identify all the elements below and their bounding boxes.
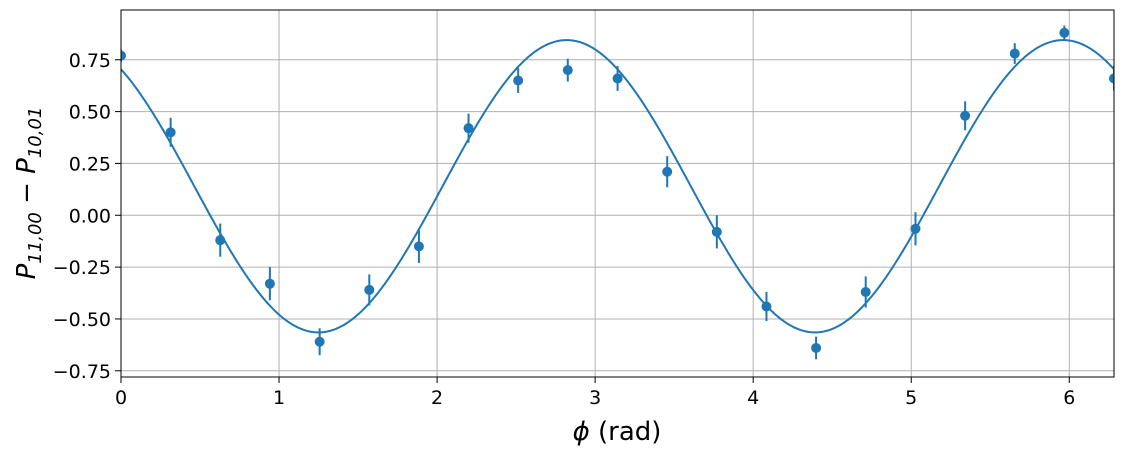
x-axis-label-unit: (rad)	[590, 417, 662, 447]
x-tick-label: 5	[905, 387, 917, 409]
x-tick-label: 3	[589, 387, 601, 409]
data-marker	[463, 123, 474, 134]
data-point	[1059, 25, 1070, 41]
data-marker	[612, 73, 623, 84]
data-marker	[960, 110, 971, 121]
data-point	[264, 267, 275, 301]
plot-frame	[120, 9, 1115, 378]
y-tick-label: −0.50	[53, 309, 111, 331]
data-marker	[314, 336, 325, 347]
data-marker	[662, 166, 673, 177]
data-marker	[121, 50, 126, 61]
data-marker	[910, 223, 921, 234]
data-point	[165, 117, 176, 147]
data-point	[215, 223, 226, 257]
data-point	[860, 276, 871, 308]
x-tick-label: 0	[115, 387, 127, 409]
x-tick-label: 6	[1063, 387, 1075, 409]
y-tick-label: 0.75	[69, 50, 111, 72]
y-label-sub2: 10,01	[25, 107, 46, 159]
y-tick-label: −0.25	[53, 257, 111, 279]
data-point	[413, 229, 424, 263]
data-point	[513, 68, 524, 93]
x-axis-label-symbol: ϕ	[573, 417, 590, 447]
grid	[120, 10, 1114, 377]
y-tick-label: 0.00	[69, 205, 111, 227]
data-marker	[413, 241, 424, 252]
data-point	[811, 336, 822, 360]
data-marker	[860, 286, 871, 297]
y-label-sub1: 11,00	[25, 212, 46, 264]
data-point	[1009, 43, 1020, 64]
data-point	[364, 274, 375, 306]
x-tick-label: 4	[747, 387, 759, 409]
data-points	[121, 25, 1114, 360]
data-point	[121, 49, 126, 62]
y-axis-ticks: −0.75 −0.50 −0.25 0.00 0.25 0.50 0.75	[53, 50, 121, 383]
y-label-p2: P	[12, 158, 42, 174]
x-tick-label: 2	[431, 387, 443, 409]
y-axis-label: P11,00 − P10,01	[12, 107, 46, 280]
x-tick-label: 1	[273, 387, 285, 409]
data-marker	[1109, 73, 1114, 84]
data-marker	[215, 235, 226, 246]
data-marker	[364, 284, 375, 295]
x-axis-label: ϕ (rad)	[573, 417, 662, 447]
y-tick-label: 0.50	[69, 102, 111, 124]
data-marker	[1009, 48, 1020, 59]
data-point	[463, 113, 474, 143]
data-marker	[711, 226, 722, 237]
y-tick-label: −0.75	[53, 361, 111, 383]
y-label-p1: P	[12, 263, 42, 279]
plot-area	[121, 25, 1114, 360]
data-point	[612, 65, 623, 91]
x-axis-ticks: 0 1 2 3 4 5 6	[115, 377, 1075, 409]
data-marker	[165, 127, 176, 138]
data-point	[662, 156, 673, 188]
data-point	[910, 212, 921, 246]
data-point	[314, 328, 325, 356]
data-marker	[264, 278, 275, 289]
data-point	[960, 101, 971, 131]
data-point	[711, 215, 722, 249]
data-marker	[761, 301, 772, 312]
y-tick-label: 0.25	[69, 153, 111, 175]
data-point	[562, 58, 573, 82]
data-marker	[1059, 27, 1070, 38]
data-marker	[562, 65, 573, 76]
y-label-minus: −	[12, 174, 42, 212]
data-marker	[513, 75, 524, 86]
data-point	[1109, 65, 1114, 91]
data-point	[761, 291, 772, 322]
data-marker	[811, 342, 822, 353]
